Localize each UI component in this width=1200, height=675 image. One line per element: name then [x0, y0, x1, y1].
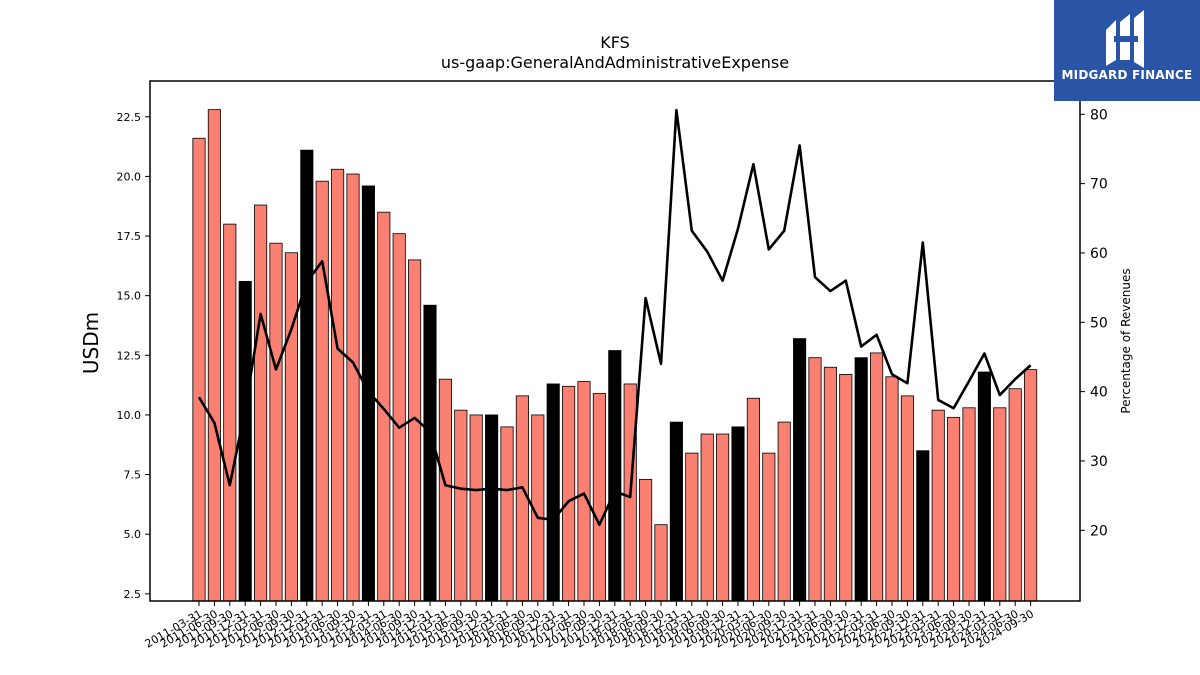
bar	[423, 304, 437, 602]
y-axis-label: USDm	[79, 312, 103, 374]
y2-tick-label: 40	[1090, 385, 1108, 401]
y2-tick-label: 60	[1090, 246, 1108, 262]
y2-tick-label: 80	[1090, 107, 1108, 123]
bar	[839, 373, 853, 602]
bar	[700, 433, 714, 602]
y-tick-label: 12.5	[117, 349, 142, 362]
y-tick-label: 7.5	[124, 469, 142, 482]
y-tick-label: 15.0	[117, 290, 142, 303]
bar	[685, 452, 699, 602]
bar	[454, 409, 468, 602]
chart-subtitle: us-gaap:GeneralAndAdministrativeExpense	[441, 53, 789, 72]
y-tick-label: 22.5	[117, 111, 142, 124]
bar	[931, 409, 945, 602]
bar	[885, 376, 899, 602]
bar	[315, 180, 329, 602]
midgard-finance-logo: MIDGARD FINANCE	[1054, 0, 1200, 101]
bar	[639, 478, 653, 602]
bar	[870, 352, 884, 602]
bar	[746, 397, 760, 602]
chart-title: KFS	[600, 33, 630, 52]
y2-axis-label: Percentage of Revenues	[1119, 268, 1133, 413]
bar	[377, 211, 391, 602]
bar	[854, 357, 868, 602]
percentage-line	[197, 108, 1032, 527]
bar	[238, 280, 252, 602]
bar	[762, 452, 776, 602]
bar	[562, 385, 576, 602]
y-tick-label: 5.0	[124, 528, 142, 541]
logo-text: MIDGARD FINANCE	[1061, 68, 1193, 82]
y2-axis: 20 30 40 50 60 70 80	[1080, 107, 1108, 539]
y2-tick-label: 50	[1090, 315, 1108, 331]
bar	[793, 338, 807, 602]
bar	[546, 383, 560, 602]
bar	[577, 381, 591, 602]
bar	[485, 414, 499, 602]
y2-tick-label: 30	[1090, 454, 1108, 470]
bar	[916, 450, 930, 602]
x-axis: 2011-03-312011-06-302011-09-302011-12-31…	[143, 601, 1036, 651]
bar	[716, 433, 730, 602]
bar	[408, 259, 422, 602]
y2-tick-label: 70	[1090, 177, 1108, 193]
bar	[438, 378, 452, 602]
bar	[392, 233, 406, 602]
bar	[823, 366, 837, 602]
bar	[962, 407, 976, 602]
y2-tick-label: 20	[1090, 523, 1108, 539]
bar	[1008, 388, 1022, 602]
y-tick-label: 10.0	[117, 409, 142, 422]
y-axis: 2.5 5.0 7.5 10.0 12.5 15.0 17.5 20.0 22.5	[117, 111, 150, 601]
bar	[500, 426, 514, 602]
bar	[900, 395, 914, 602]
bar	[300, 149, 314, 602]
bar	[192, 137, 206, 602]
bar	[669, 421, 683, 602]
bar	[254, 204, 268, 602]
bar	[731, 426, 745, 602]
bar	[777, 421, 791, 602]
bar	[346, 173, 360, 602]
bar	[947, 416, 961, 602]
bar	[808, 357, 822, 602]
bar	[223, 223, 237, 602]
bar	[654, 524, 668, 602]
bar	[284, 252, 298, 602]
midgard-logo-icon	[1106, 10, 1144, 68]
bar	[469, 414, 483, 602]
bar	[993, 407, 1007, 602]
bar	[592, 393, 606, 602]
bar	[269, 242, 283, 602]
y-tick-label: 20.0	[117, 170, 142, 183]
bar	[977, 371, 991, 602]
bar	[608, 350, 622, 602]
percentage-line-group	[197, 108, 1032, 527]
y-tick-label: 2.5	[124, 588, 142, 601]
y-tick-label: 17.5	[117, 230, 142, 243]
bar	[1024, 369, 1038, 602]
bar	[207, 109, 221, 602]
bar	[331, 168, 345, 602]
